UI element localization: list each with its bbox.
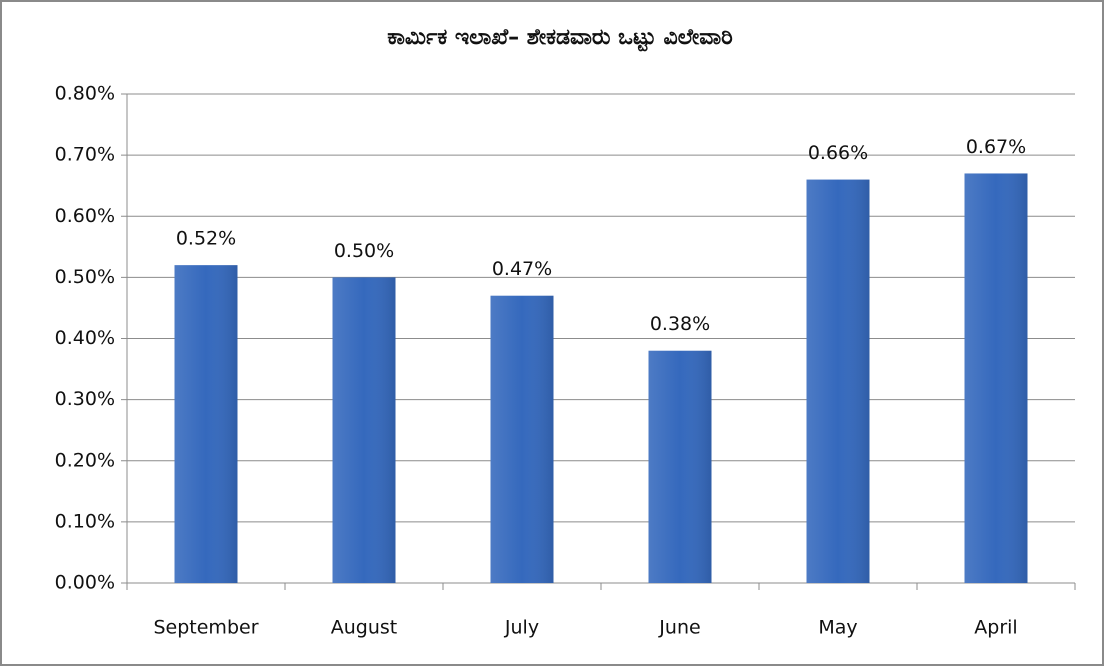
y-tick-label: 0.70% (55, 144, 115, 166)
bar-shade (648, 350, 712, 583)
y-tick-label: 0.40% (55, 327, 115, 349)
data-label: 0.66% (808, 142, 868, 164)
x-tick-label: June (658, 617, 700, 639)
data-label: 0.38% (650, 313, 710, 335)
y-tick-label: 0.20% (55, 449, 115, 471)
chart-title: ಕಾರ್ಮಿಕ ಇಲಾಖೆ– ಶೇಕಡವಾರು ಒಟ್ಟು ವಿಲೇವಾರಿ (387, 25, 733, 52)
data-label: 0.50% (334, 240, 394, 262)
bar-shade (806, 179, 870, 583)
bar-shade (490, 295, 554, 583)
y-tick-label: 0.10% (55, 510, 115, 532)
y-tick-label: 0.30% (55, 388, 115, 410)
y-tick-label: 0.60% (55, 205, 115, 227)
x-tick-label: April (974, 617, 1017, 639)
y-tick-label: 0.80% (55, 83, 115, 105)
bar-shade (332, 277, 396, 583)
bar-shade (964, 173, 1028, 583)
x-tick-label: May (818, 617, 857, 639)
bar-shade (174, 265, 238, 583)
x-tick-label: August (331, 617, 398, 639)
y-tick-label: 0.50% (55, 266, 115, 288)
x-tick-label: July (504, 617, 539, 639)
data-label: 0.47% (492, 258, 552, 280)
x-tick-label: September (153, 617, 258, 639)
data-label: 0.67% (966, 136, 1026, 158)
y-tick-label: 0.00% (55, 572, 115, 594)
data-label: 0.52% (176, 228, 236, 250)
